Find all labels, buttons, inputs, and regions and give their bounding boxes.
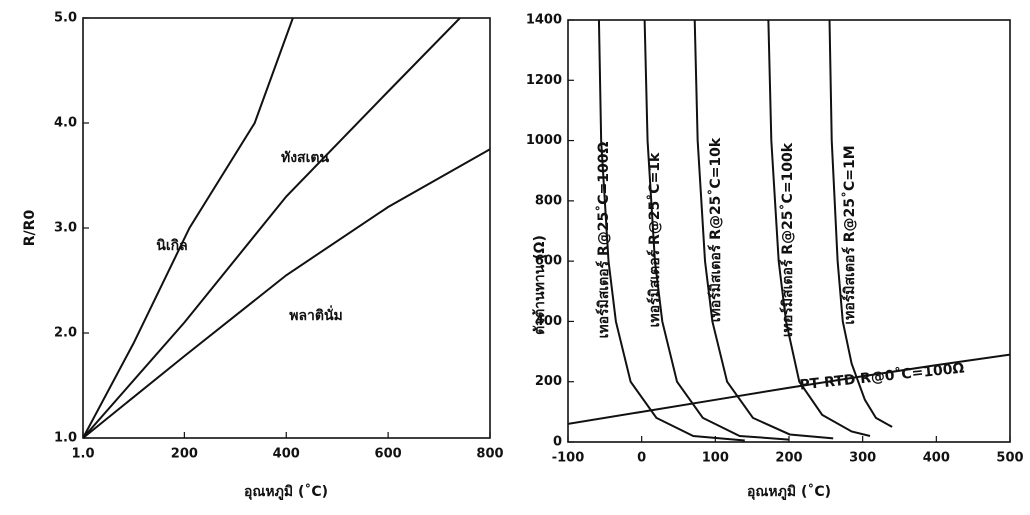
series-label: นิเกิล [156, 238, 188, 254]
x-tick-label: 300 [849, 451, 876, 466]
series-label: พลาตินั่ม [289, 305, 343, 324]
x-tick-label: 400 [923, 451, 950, 466]
y-tick-label: 1000 [526, 133, 562, 148]
y-axis-label: R/R0 [22, 210, 38, 247]
x-tick-label: 600 [375, 447, 402, 462]
y-axis-label: ตัวต้านทาน (Ω) [532, 235, 548, 335]
y-tick-label: 5.0 [54, 11, 77, 26]
figure: 1.0 200 400 600 800 1.0 2.0 3.0 4.0 5.0 อุณหภูมิ (… [0, 0, 1030, 515]
y-tick-label: 3.0 [54, 221, 77, 236]
y-tick-label: 0 [553, 435, 562, 450]
x-tick-label: 200 [171, 447, 198, 462]
y-tick-label: 800 [535, 193, 562, 208]
series-label: PT RTD R@0˚C=100Ω [799, 359, 966, 393]
y-tick-label: 2.0 [54, 326, 77, 341]
series-line [830, 20, 893, 427]
y-tick-label: 4.0 [54, 116, 77, 131]
x-tick-label: 0 [637, 451, 646, 466]
y-tick-label: 200 [535, 374, 562, 389]
series-label: เทอร์มิสเตอร์ R@25˚C=1k [646, 152, 663, 327]
x-tick-label: 1.0 [71, 447, 94, 462]
x-tick-label: 500 [996, 451, 1023, 466]
y-tick-label: 1.0 [54, 431, 77, 446]
series-label: ทังสเตน [281, 150, 329, 166]
x-tick-label: 800 [476, 447, 503, 462]
series-label: เทอร์มิสเตอร์ R@25˚C=10k [707, 137, 724, 322]
series-label: เทอร์มิสเตอร์ R@25˚C=100Ω [595, 142, 612, 339]
series-line [83, 18, 460, 438]
x-tick-label: 100 [702, 451, 729, 466]
series-line [83, 149, 490, 438]
x-axis-label: อุณหภูมิ (˚C) [747, 483, 831, 500]
x-tick-label: -100 [552, 451, 585, 466]
series-label: เทอร์มิสเตอร์ R@25˚C=1M [841, 145, 858, 324]
y-tick-label: 1400 [526, 13, 562, 28]
series-label: เทอร์มิสเตอร์ R@25˚C=100k [779, 142, 796, 337]
x-tick-label: 400 [273, 447, 300, 462]
plot-frame [83, 18, 490, 438]
y-tick-label: 1200 [526, 73, 562, 88]
x-axis-label: อุณหภูมิ (˚C) [244, 483, 328, 500]
x-tick-label: 200 [775, 451, 802, 466]
